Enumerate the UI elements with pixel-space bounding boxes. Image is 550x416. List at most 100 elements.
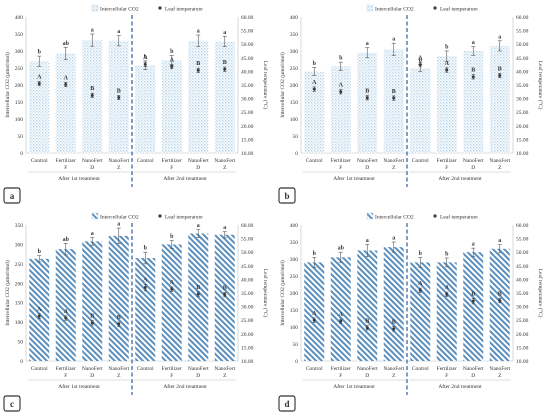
x-tick-label: Control	[31, 366, 48, 372]
y-left-tick-label: 200	[290, 291, 299, 297]
y-left-tick-label: 150	[290, 100, 299, 106]
bar-co2	[463, 252, 484, 361]
legend-swatch-temp	[158, 214, 162, 218]
co2-significance-letter: a	[472, 242, 475, 248]
group-label: After 2nd treatment	[438, 175, 482, 182]
x-tick-sublabel: D	[365, 165, 369, 171]
temp-point	[339, 319, 343, 323]
bar-co2	[82, 241, 103, 361]
temp-point	[498, 299, 502, 303]
x-tick-sublabel: F	[445, 165, 448, 171]
y-right-tick-label: 35.00	[241, 83, 254, 89]
bar-co2	[161, 244, 182, 361]
y-right-tick-label: 25.00	[516, 110, 529, 116]
co2-significance-letter: b	[144, 246, 148, 252]
y-left-tick-label: 250	[290, 66, 299, 72]
y-right-tick-label: 50.00	[516, 42, 529, 48]
temp-significance-letter: B	[392, 89, 396, 95]
y-right-tick-label: 50.00	[516, 250, 529, 256]
x-tick-label: NanoFert	[82, 366, 103, 372]
temp-point	[143, 286, 147, 290]
x-tick-sublabel: D	[365, 373, 369, 379]
x-tick-label: NanoFert	[463, 158, 484, 164]
x-tick-sublabel: F	[170, 373, 173, 379]
bar-co2	[135, 65, 156, 153]
chart-d: Intercellular CO2 Leaf temperature 0 50 100 1…	[278, 212, 544, 412]
y-left-tick-label: 100	[15, 117, 24, 123]
co2-significance-letter: ab	[63, 237, 70, 243]
y-right-tick-label: 35.00	[241, 291, 254, 297]
x-tick-sublabel: Z	[117, 165, 121, 171]
x-tick-sublabel: F	[339, 373, 342, 379]
x-tick-sublabel: Z	[392, 373, 396, 379]
y-right-tick-label: 25.00	[241, 318, 254, 324]
panel-d: Intercellular CO2 Leaf temperature 0 50 100 1…	[275, 208, 550, 416]
bar-co2	[330, 66, 351, 153]
x-tick-label: Fertilizer	[162, 366, 182, 372]
panel-letter: a	[3, 187, 21, 204]
temp-point	[196, 292, 200, 296]
legend: Intercellular CO2 Leaf temperature	[91, 4, 203, 13]
x-tick-label: NanoFert	[108, 158, 129, 164]
x-tick-label: NanoFert	[357, 158, 378, 164]
temp-point	[312, 318, 316, 322]
panel-letter-text: a	[10, 191, 15, 201]
chart-c: Intercellular CO2 Leaf temperature 0 50 100 1…	[3, 212, 269, 412]
temp-significance-letter: A	[37, 307, 42, 313]
temp-point	[90, 321, 94, 325]
y-left-tick-label: 100	[290, 325, 299, 331]
temp-point	[64, 82, 68, 86]
temp-point	[418, 63, 422, 67]
x-tick-label: NanoFert	[188, 366, 209, 372]
x-tick-label: Fertilizer	[56, 158, 76, 164]
temp-significance-letter: A	[445, 61, 450, 67]
x-tick-sublabel: F	[339, 165, 342, 171]
temp-significance-letter: A	[170, 57, 175, 63]
y-left-tick-label: 350	[15, 223, 24, 229]
legend-swatch-co2	[91, 4, 99, 12]
temp-significance-letter: B	[498, 66, 502, 72]
co2-significance-letter: a	[197, 29, 200, 35]
y-right-tick-label: 55.00	[241, 237, 254, 243]
temp-significance-letter: B	[471, 68, 475, 74]
co2-significance-letter: b	[313, 251, 317, 257]
bar-co2	[304, 71, 325, 153]
x-tick-label: NanoFert	[108, 366, 129, 372]
x-tick-sublabel: D	[196, 165, 200, 171]
legend: Intercellular CO2 Leaf temperature	[366, 4, 478, 13]
x-tick-sublabel: D	[90, 165, 94, 171]
bar-co2	[188, 233, 209, 361]
x-tick-label: Fertilizer	[331, 366, 351, 372]
group-label: After 1st treatment	[333, 383, 375, 390]
y-right-tick-label: 55.00	[516, 237, 529, 243]
temp-significance-letter: B	[365, 319, 369, 325]
temp-significance-letter: A	[418, 281, 423, 287]
x-tick-label: Control	[306, 366, 323, 372]
x-tick-label: Control	[412, 366, 429, 372]
co2-significance-letter: b	[38, 50, 42, 56]
x-tick-label: NanoFert	[463, 366, 484, 372]
legend-swatch-temp	[433, 6, 437, 10]
group-label: After 2nd treatment	[438, 383, 482, 390]
temp-point	[418, 288, 422, 292]
y-right-tick-label: 10.00	[241, 359, 254, 365]
panel-letter-box	[3, 395, 21, 412]
bar-co2	[357, 52, 378, 154]
legend: Intercellular CO2 Leaf temperature	[91, 212, 203, 221]
x-tick-sublabel: D	[471, 373, 475, 379]
temp-significance-letter: A	[37, 74, 42, 80]
y-left-title: Intercellular CO2 (µmol/mol)	[4, 260, 11, 326]
co2-significance-letter: a	[366, 41, 369, 47]
x-tick-sublabel: Z	[392, 165, 396, 171]
bar-co2	[188, 40, 209, 153]
y-right-tick-label: 60.00	[241, 223, 254, 229]
x-tick-label: NanoFert	[188, 158, 209, 164]
co2-significance-letter: a	[498, 34, 501, 40]
temp-point	[445, 292, 449, 296]
y-right-tick-label: 30.00	[241, 305, 254, 311]
y-left-tick-label: 400	[290, 15, 299, 21]
co2-significance-letter: a	[91, 28, 94, 34]
bar-co2	[108, 235, 129, 361]
bar-co2	[29, 258, 50, 361]
x-tick-label: Control	[31, 158, 48, 164]
